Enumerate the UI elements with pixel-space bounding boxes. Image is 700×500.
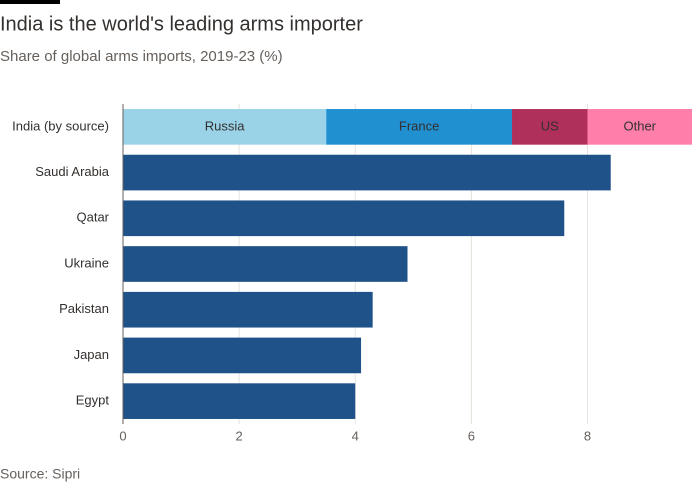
stack-segment	[587, 109, 692, 145]
source: Source: Sipri	[0, 466, 80, 482]
segment-label: France	[399, 118, 439, 133]
y-tick-label: Pakistan	[59, 301, 109, 316]
x-tick-label: 6	[468, 428, 475, 443]
x-tick-label: 8	[584, 428, 591, 443]
bar	[123, 246, 408, 282]
segment-label: Russia	[205, 118, 246, 133]
brand-bar	[0, 0, 60, 4]
segment-label: Other	[623, 118, 656, 133]
bar	[123, 154, 611, 191]
bar	[123, 291, 373, 328]
stack-segment	[326, 109, 513, 145]
segment-label: US	[541, 118, 559, 133]
y-tick-label: India (by source)	[12, 118, 109, 133]
bar	[123, 200, 565, 237]
y-tick-label: Egypt	[76, 393, 110, 408]
stack-segment	[123, 109, 327, 145]
x-tick-label: 4	[352, 428, 359, 443]
y-tick-label: Ukraine	[64, 255, 109, 270]
y-tick-label: Japan	[74, 347, 109, 362]
stack-segment	[512, 109, 588, 145]
x-tick-label: 0	[119, 428, 126, 443]
x-tick-label: 2	[236, 428, 243, 443]
chart-subtitle: Share of global arms imports, 2019-23 (%…	[0, 48, 283, 65]
bar	[123, 383, 356, 419]
chart-title: India is the world's leading arms import…	[0, 13, 363, 35]
bar	[123, 337, 362, 374]
y-tick-label: Qatar	[76, 210, 109, 225]
y-tick-label: Saudi Arabia	[35, 164, 109, 179]
